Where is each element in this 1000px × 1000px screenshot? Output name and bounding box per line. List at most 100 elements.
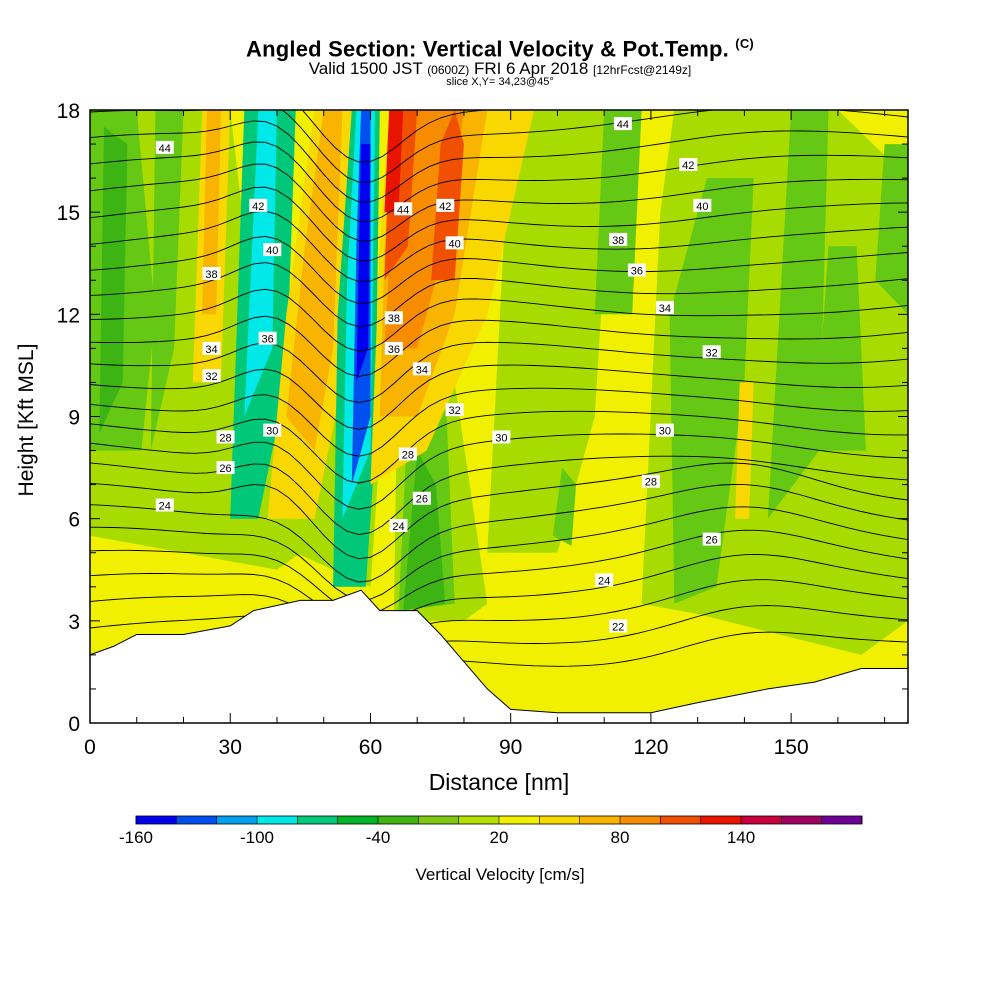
contour-label-bg (693, 198, 712, 212)
colorbar-swatch (579, 816, 621, 824)
theta-contour-line (90, 506, 908, 601)
contour-label: 24 (389, 518, 408, 533)
x-tick-label: 150 (774, 736, 809, 759)
contour-label: 34 (412, 362, 431, 376)
contour-label-text: 42 (439, 201, 451, 213)
theta-contour-line (90, 387, 908, 457)
colorbar-swatch (257, 816, 298, 824)
theta-contour-line (90, 288, 908, 352)
colorbar-tick-label: 20 (490, 828, 509, 847)
velocity-region-mod_down (814, 246, 866, 451)
valid-zulu: (0600Z) (427, 63, 470, 77)
contour-label: 40 (693, 198, 712, 213)
theta-contour-line (90, 186, 908, 262)
contour-label: 24 (155, 498, 174, 513)
theta-contour-line (90, 410, 908, 484)
contour-label-bg (216, 430, 235, 444)
contour-label-text: 24 (598, 575, 610, 587)
contour-labels: 22 24 24 24 26 26 26 28 28 28 30 30 30 32 32 32 34 34 34 36… (155, 117, 721, 633)
contour-label-bg (702, 345, 721, 359)
contour-label: 24 (595, 573, 614, 587)
contour-label-bg (258, 331, 277, 345)
contour-label-text: 40 (448, 238, 460, 250)
colorbar-swatch (821, 816, 863, 824)
chart-title-main: Angled Section: Vertical Velocity & Pot.… (246, 36, 729, 62)
colorbar-swatch (418, 816, 460, 824)
forecast-info: [12hrFcst@2149z] (593, 63, 692, 77)
colorbar-swatch (337, 816, 379, 824)
theta-contour-line (90, 141, 908, 222)
contour-label-bg (216, 461, 235, 475)
theta-contour-line (90, 120, 908, 203)
y-tick-label: 12 (57, 304, 80, 327)
terrain-mask (89, 589, 909, 724)
contour-label: 30 (263, 423, 282, 438)
contour-label-bg (492, 430, 511, 444)
y-tick-label: 3 (68, 611, 80, 634)
contour-label-text: 26 (706, 535, 718, 547)
contour-label-text: 32 (205, 371, 217, 383)
velocity-region-down (99, 127, 128, 434)
contour-label-bg (627, 263, 646, 277)
contour-label: 38 (384, 311, 403, 325)
contour-label-text: 28 (219, 432, 231, 444)
theta-contour-line (90, 484, 908, 583)
contour-label-text: 44 (159, 143, 171, 155)
contour-label-text: 26 (219, 463, 231, 475)
y-tick-label: 15 (57, 202, 80, 225)
colorbar: -160 -100 -40 20 80 140 (119, 815, 863, 847)
theta-contour-line (90, 110, 908, 183)
colorbar-tick-label: -100 (240, 828, 274, 847)
contour-label: 42 (436, 198, 455, 213)
contour-label-bg (412, 491, 431, 505)
contour-label-text: 34 (205, 344, 217, 356)
chart-title: Angled Section: Vertical Velocity & Pot.… (0, 36, 1000, 62)
colorbar-swatch (620, 816, 661, 824)
contour-label: 26 (412, 491, 431, 506)
contour-label-text: 44 (397, 204, 409, 216)
contour-label-bg (389, 518, 408, 532)
contour-label: 36 (627, 263, 646, 278)
velocity-region-mod_up (202, 110, 221, 315)
colorbar-tick-label: 80 (611, 828, 630, 847)
colorbar-swatch (781, 816, 823, 824)
x-axis-ticks: 0 30 60 90 120 150 (84, 110, 886, 759)
contour-label: 28 (216, 430, 235, 444)
contour-label: 28 (641, 474, 660, 489)
velocity-region-mod_down (552, 467, 577, 546)
theta-contour-line (90, 235, 908, 305)
colorbar-swatch (660, 816, 702, 824)
contour-label-bg (155, 140, 174, 154)
colorbar-tick-label: -160 (119, 828, 153, 847)
colorbar-tick-label: -40 (366, 828, 391, 847)
contour-label: 32 (702, 345, 721, 359)
y-axis-label: Height [Kft MSL] (15, 344, 38, 497)
colorbar-label: Vertical Velocity [cm/s] (415, 865, 584, 884)
contour-label-bg (655, 423, 674, 437)
theta-contour-line (90, 210, 908, 283)
contour-label-bg (655, 301, 674, 315)
contour-label-bg (641, 474, 660, 488)
velocity-region-down (403, 450, 446, 611)
contour-label-text: 28 (402, 449, 414, 461)
theta-contour-line (90, 262, 908, 328)
contour-label-text: 38 (612, 235, 624, 247)
contour-label-bg (249, 198, 268, 212)
contour-label: 32 (202, 369, 221, 383)
contour-label: 42 (679, 157, 698, 172)
contour-label-bg (609, 619, 628, 633)
contour-label: 36 (258, 331, 277, 346)
contour-label: 44 (394, 202, 413, 216)
contour-label-text: 24 (392, 521, 404, 533)
contour-label-bg (436, 198, 455, 212)
contour-label-text: 28 (645, 477, 657, 489)
contour-label-bg (202, 341, 221, 355)
chart-subtitle: Valid 1500 JST (0600Z) FRI 6 Apr 2018 [1… (0, 59, 1000, 79)
contour-label-bg (595, 573, 614, 587)
contour-label: 26 (702, 532, 721, 547)
y-tick-label: 0 (68, 713, 80, 736)
slice-info: slice X,Y= 34,23@45° (446, 76, 554, 88)
contour-label: 30 (655, 423, 674, 438)
